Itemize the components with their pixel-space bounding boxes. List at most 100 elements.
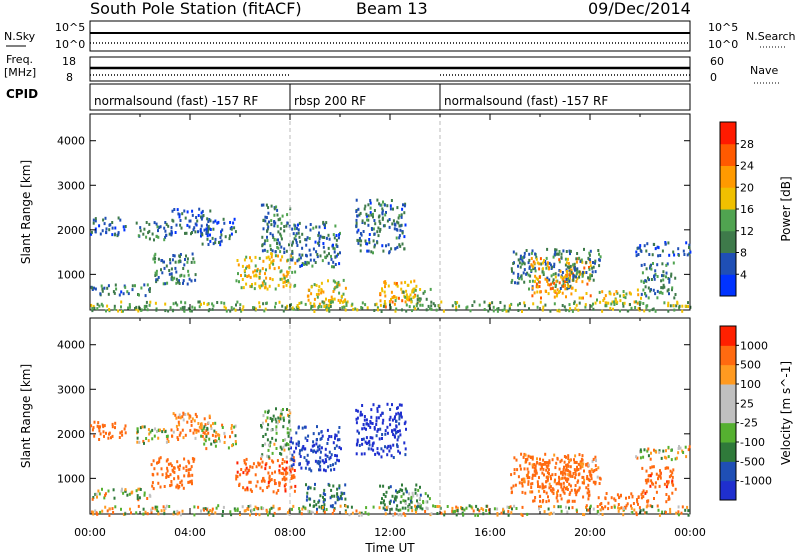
data-cell	[653, 243, 656, 246]
data-cell	[515, 507, 518, 510]
data-cell	[181, 306, 184, 310]
data-cell	[151, 506, 154, 510]
data-cell	[546, 461, 549, 465]
data-cell	[589, 249, 592, 253]
data-cell	[520, 274, 523, 278]
data-cell	[376, 429, 379, 433]
data-cell	[666, 262, 669, 266]
data-cell	[320, 288, 323, 292]
data-cell	[595, 468, 598, 472]
data-cell	[363, 221, 366, 225]
data-cell	[551, 280, 554, 284]
data-cell	[455, 505, 458, 509]
data-cell	[592, 507, 595, 511]
data-cell	[333, 467, 336, 471]
data-cell	[178, 433, 181, 437]
data-cell	[585, 486, 588, 490]
data-cell	[290, 477, 293, 480]
freq-tick-top: 18	[62, 55, 76, 68]
data-cell	[166, 281, 169, 285]
data-cell	[153, 254, 156, 258]
data-cell	[686, 505, 689, 509]
data-cell	[281, 277, 284, 281]
data-cell	[401, 299, 404, 303]
data-cell	[310, 510, 313, 514]
data-cell	[306, 439, 309, 442]
data-cell	[318, 225, 321, 229]
data-cell	[164, 429, 167, 433]
data-cell	[316, 438, 318, 441]
data-cell	[203, 417, 206, 421]
data-cell	[588, 251, 591, 255]
data-cell	[255, 484, 258, 488]
data-cell	[402, 203, 404, 207]
data-cell	[317, 460, 320, 463]
data-cell	[103, 222, 106, 226]
data-cell	[193, 505, 196, 509]
data-cell	[178, 511, 181, 515]
data-cell	[136, 496, 139, 500]
data-cell	[278, 218, 281, 221]
data-cell	[563, 465, 565, 469]
data-cell	[544, 262, 547, 266]
data-cell	[282, 418, 285, 422]
data-cell	[179, 259, 182, 263]
data-cell	[573, 274, 576, 278]
data-cell	[275, 407, 277, 411]
data-cell	[644, 279, 647, 283]
data-cell	[446, 505, 449, 508]
data-cell	[220, 239, 223, 243]
data-cell	[261, 249, 264, 253]
data-cell	[143, 493, 146, 497]
data-cell	[254, 264, 257, 268]
data-cell	[583, 247, 585, 251]
y-axis-title: Slant Range [km]	[19, 364, 33, 468]
data-cell	[384, 445, 386, 449]
data-cell	[197, 214, 200, 217]
data-cell	[98, 492, 101, 496]
data-cell	[200, 215, 202, 219]
data-cell	[189, 219, 192, 223]
data-cell	[635, 254, 638, 258]
data-cell	[642, 455, 645, 459]
data-cell	[98, 429, 101, 433]
data-cell	[412, 290, 415, 294]
data-cell	[406, 296, 409, 299]
data-cell	[485, 504, 488, 508]
data-cell	[517, 275, 520, 279]
data-cell	[511, 507, 513, 511]
data-cell	[376, 447, 379, 451]
data-cell	[107, 436, 110, 440]
data-cell	[329, 456, 332, 459]
data-cell	[283, 475, 286, 479]
data-cell	[660, 279, 663, 283]
data-cell	[533, 463, 536, 466]
data-cell	[554, 248, 557, 252]
colorbar-swatch	[720, 230, 736, 253]
data-cell	[598, 476, 601, 480]
data-cell	[101, 229, 104, 233]
data-cell	[332, 463, 334, 467]
data-cell	[178, 467, 181, 471]
data-cell	[225, 309, 228, 313]
data-cell	[586, 282, 589, 286]
data-cell	[280, 409, 283, 413]
data-cell	[90, 230, 93, 234]
data-cell	[265, 268, 267, 272]
data-cell	[404, 280, 407, 284]
data-cell	[203, 228, 206, 232]
data-cell	[192, 431, 195, 435]
data-cell	[397, 513, 400, 517]
data-cell	[164, 235, 167, 239]
x-tick-label: 00:00	[674, 526, 706, 539]
data-cell	[331, 511, 334, 515]
data-cell	[684, 508, 687, 512]
data-cell	[260, 454, 263, 458]
data-cell	[307, 460, 310, 464]
date-label: 09/Dec/2014	[588, 0, 691, 18]
colorbar-swatch	[720, 480, 736, 501]
data-cell	[404, 420, 407, 424]
data-cell	[410, 300, 413, 304]
data-cell	[396, 245, 399, 249]
data-cell	[177, 486, 180, 490]
